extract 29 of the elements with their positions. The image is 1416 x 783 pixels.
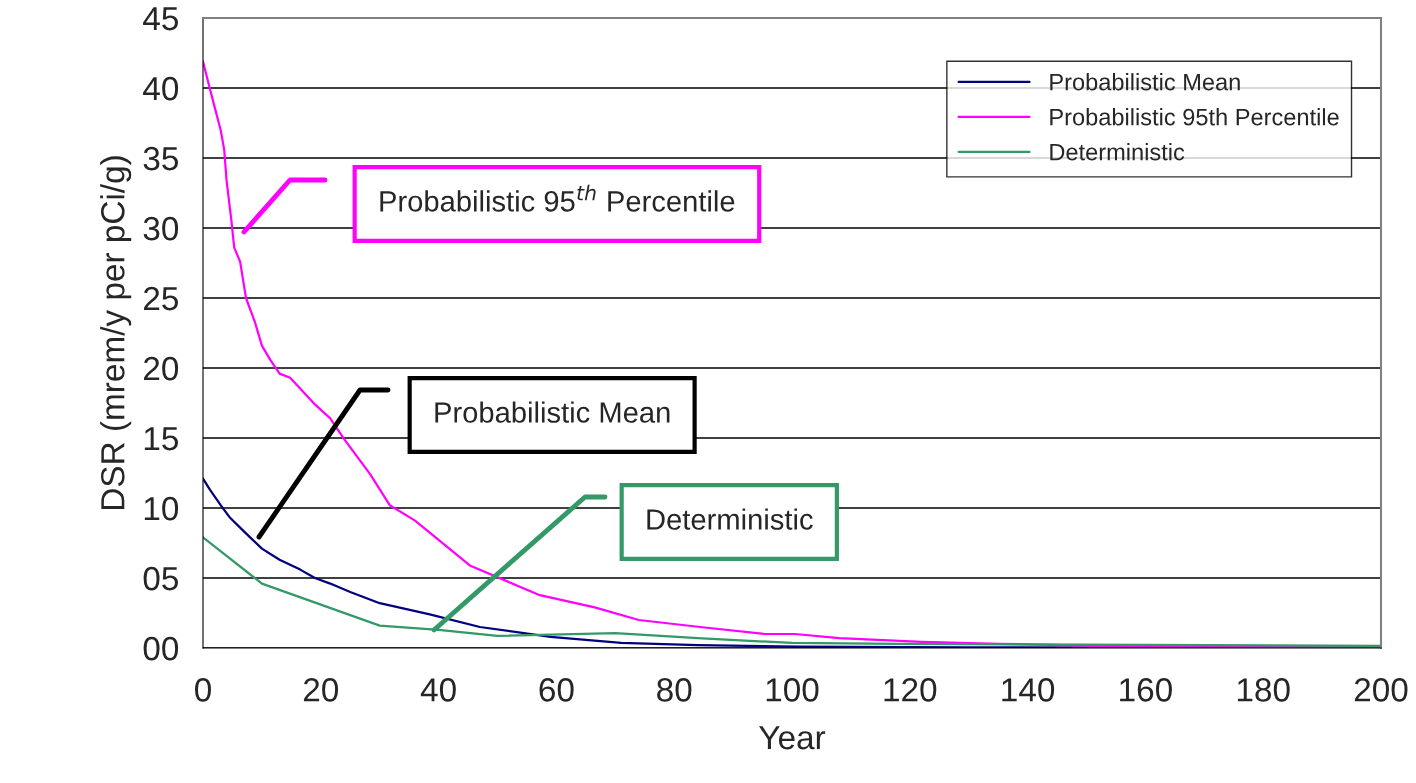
y-tick-label: 30	[143, 216, 179, 241]
x-tick-label: 80	[657, 678, 692, 702]
annotation: Probabilistic 95$^{th}$ Percentile	[380, 184, 735, 212]
y-tick-label: 15	[144, 427, 178, 451]
x-tick-label: 100	[766, 678, 819, 702]
legend-label: Deterministic	[1050, 143, 1185, 161]
x-tick-label: 60	[539, 678, 574, 702]
y-tick-label: 20	[143, 356, 179, 381]
y-axis-title: DSR (mrem/y per pCi/g)	[100, 156, 132, 509]
y-tick-label: 10	[144, 496, 179, 521]
y-tick-label: 45	[143, 7, 178, 31]
x-axis-title: Year	[759, 726, 826, 750]
x-tick-label: 0	[195, 678, 211, 702]
x-tick-label: 20	[303, 678, 339, 702]
legend-label: Probabilistic 95th Percentile	[1050, 108, 1339, 126]
x-tick-label: 160	[1120, 678, 1172, 702]
x-tick-label: 120	[884, 678, 937, 702]
annotation: Deterministic	[647, 508, 813, 530]
y-tick-label: 05	[143, 566, 178, 591]
annotation: Probabilistic Mean	[435, 401, 670, 423]
legend-label: Probabilistic Mean	[1050, 73, 1240, 91]
x-tick-label: 140	[1002, 678, 1055, 702]
y-tick-label: 25	[143, 286, 178, 311]
x-tick-label: 200	[1354, 678, 1408, 702]
y-tick-label: 35	[143, 146, 178, 171]
x-tick-label: 40	[420, 678, 456, 702]
x-tick-label: 180	[1237, 678, 1290, 702]
y-tick-label: 40	[143, 76, 179, 101]
y-tick-label: 00	[143, 636, 179, 661]
